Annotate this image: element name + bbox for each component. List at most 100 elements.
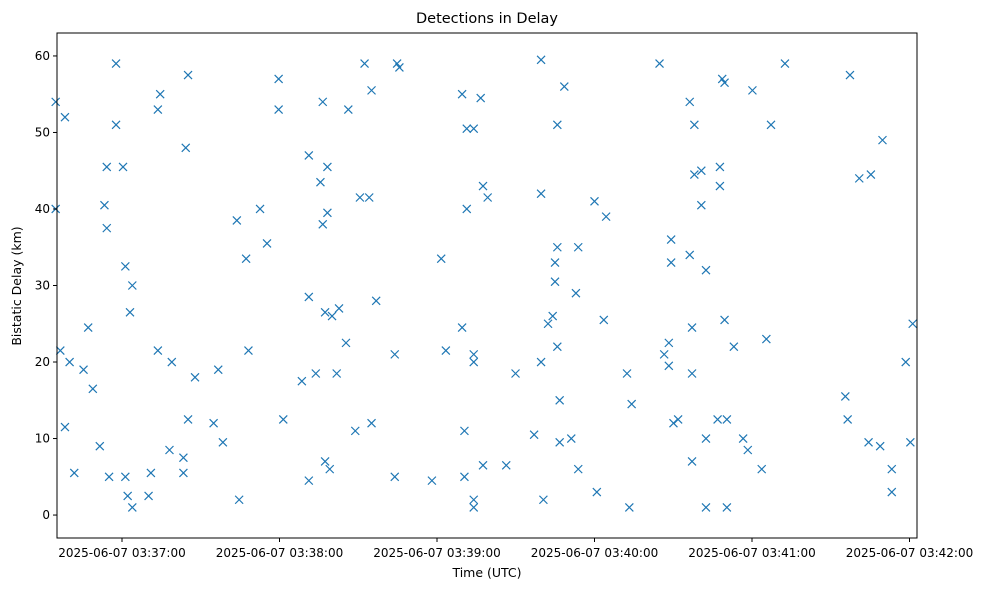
data-point — [543, 319, 553, 329]
data-point — [367, 85, 376, 95]
data-point — [274, 105, 284, 114]
data-point — [854, 173, 864, 183]
data-point — [343, 105, 353, 114]
data-point — [715, 162, 725, 172]
data-point — [469, 502, 479, 512]
data-point — [866, 170, 876, 179]
data-point — [165, 445, 174, 455]
x-tick-label: 2025-06-07 03:37:00 — [58, 546, 185, 560]
data-point — [332, 369, 342, 378]
data-point — [120, 261, 130, 271]
data-point — [255, 204, 265, 214]
data-point — [183, 70, 193, 80]
data-point — [334, 304, 344, 313]
data-point — [501, 460, 511, 470]
data-point — [153, 346, 163, 355]
data-point — [729, 342, 739, 352]
data-point — [244, 346, 253, 355]
data-point — [905, 437, 915, 447]
data-point — [155, 89, 165, 99]
x-axis-label: Time (UTC) — [451, 565, 521, 580]
data-point — [367, 418, 376, 428]
data-point — [60, 112, 70, 122]
data-point — [311, 369, 321, 378]
data-point — [666, 235, 676, 245]
y-tick-label: 20 — [35, 355, 50, 369]
x-tick-label: 2025-06-07 03:40:00 — [531, 546, 658, 560]
data-point — [687, 369, 697, 378]
data-point — [178, 468, 188, 478]
data-point — [318, 97, 328, 107]
data-point — [95, 441, 105, 451]
data-point — [316, 177, 325, 187]
data-point — [550, 277, 560, 287]
y-axis-label: Bistatic Delay (km) — [9, 226, 24, 345]
data-point — [144, 491, 153, 501]
data-point — [552, 242, 562, 252]
data-point — [322, 208, 332, 218]
data-point — [320, 307, 330, 317]
data-point — [511, 369, 520, 378]
data-point — [125, 307, 135, 317]
data-point — [875, 441, 885, 451]
data-point — [320, 457, 330, 466]
data-point — [552, 342, 562, 352]
data-point — [780, 59, 790, 69]
data-point — [655, 59, 664, 69]
data-point — [536, 55, 546, 65]
data-point — [462, 124, 472, 134]
data-point — [573, 464, 583, 474]
data-point — [153, 105, 163, 114]
data-point — [715, 181, 725, 191]
data-point — [748, 85, 757, 95]
data-point — [701, 434, 711, 443]
data-point — [478, 460, 488, 470]
data-point — [241, 254, 251, 264]
x-tick-label: 2025-06-07 03:38:00 — [216, 546, 343, 560]
data-point — [127, 502, 137, 512]
y-tick-label: 0 — [42, 508, 50, 522]
data-point — [550, 258, 560, 267]
data-point — [390, 472, 400, 482]
data-point — [622, 369, 632, 378]
data-point — [436, 254, 446, 264]
data-point — [701, 265, 711, 275]
data-point — [69, 468, 79, 478]
data-point — [457, 323, 467, 333]
data-point — [304, 292, 314, 302]
data-point — [538, 495, 548, 505]
data-point — [83, 323, 93, 333]
data-point — [355, 193, 365, 202]
data-point — [304, 150, 314, 160]
data-point — [689, 170, 699, 179]
data-point — [297, 376, 307, 386]
data-points — [51, 55, 918, 512]
data-point — [325, 464, 335, 474]
data-point — [120, 472, 130, 482]
data-point — [722, 502, 732, 512]
x-tick-label: 2025-06-07 03:39:00 — [373, 546, 500, 560]
data-point — [566, 434, 576, 443]
data-point — [51, 97, 61, 107]
data-point — [364, 193, 374, 202]
data-point — [555, 395, 565, 405]
data-point — [218, 437, 228, 447]
data-point — [664, 361, 674, 371]
data-point — [552, 120, 562, 130]
data-point — [181, 143, 191, 153]
x-tick-label: 2025-06-07 03:42:00 — [846, 546, 973, 560]
data-point — [901, 357, 911, 367]
data-point — [696, 166, 706, 176]
data-point — [887, 487, 897, 497]
data-point — [441, 346, 451, 355]
data-point — [190, 372, 200, 382]
data-point — [460, 472, 469, 482]
data-point — [278, 414, 288, 424]
data-point — [360, 59, 369, 69]
data-point — [341, 338, 351, 348]
data-point — [845, 70, 855, 80]
data-point — [601, 212, 611, 222]
data-point — [460, 426, 469, 436]
data-point — [689, 120, 699, 130]
